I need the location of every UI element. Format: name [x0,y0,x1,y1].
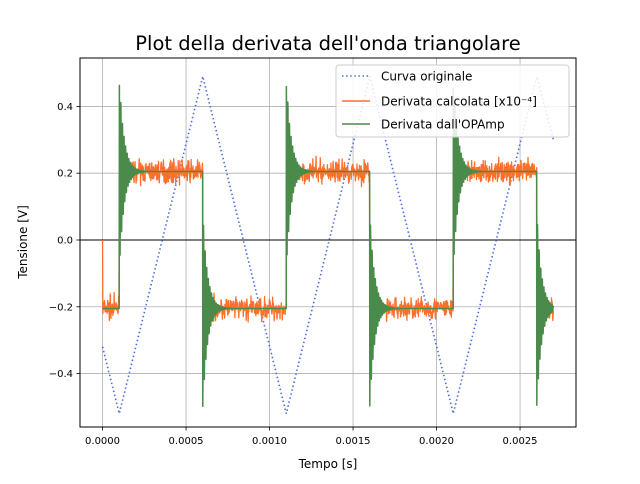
axes-frame [79,57,577,428]
x-axis-label: Tempo [s] [298,457,358,471]
y-tick-label-4: 0.4 [57,102,73,113]
x-tick-label-0: 0.0000 [85,436,120,447]
axis-ticks: 0.0000 0.0005 0.0010 0.0015 0.0020 0.0025 −0.4… [49,102,538,447]
y-tick-label-0: −0.4 [49,369,73,380]
x-tick-label-3: 0.0015 [336,436,371,447]
y-tick-label-2: 0.0 [57,235,73,246]
legend-box [335,64,570,138]
series-line-derivata-opamp [101,84,555,408]
x-tick-label-2: 0.0010 [252,436,287,447]
legend: Curva originale Derivata calcolata [x10⁻… [335,64,570,138]
legend-label-derivata-calcolata: Derivata calcolata [x10⁻⁴] [381,95,537,109]
legend-label-derivata-opamp: Derivata dall'OPAmp [381,118,505,132]
x-tick-label-1: 0.0005 [169,436,204,447]
y-tick-label-1: −0.2 [49,302,73,313]
y-tick-label-3: 0.2 [57,169,73,180]
x-tick-label-4: 0.0020 [419,436,454,447]
x-tick-label-5: 0.0025 [503,436,538,447]
chart-title: Plot della derivata dell'onda triangolar… [135,32,520,55]
y-axis-label: Tensione [V] [16,205,30,280]
legend-label-curva-originale: Curva originale [381,70,472,84]
